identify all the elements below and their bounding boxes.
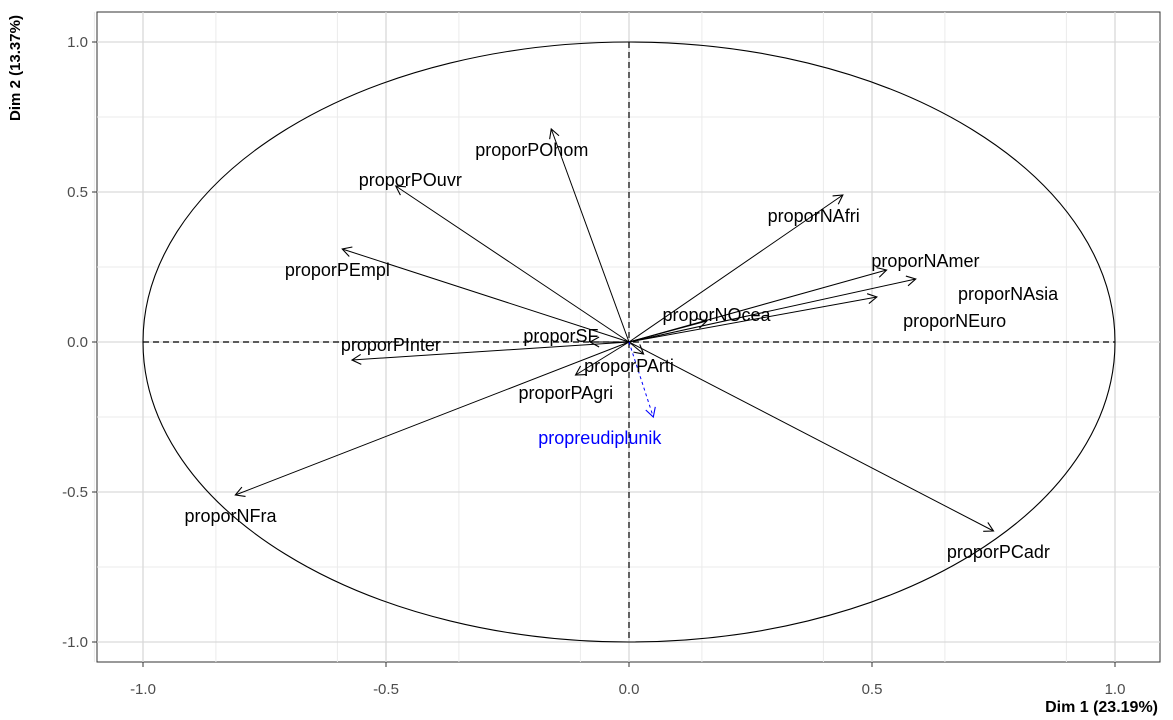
y-tick-label: 0.5 [67, 184, 88, 201]
arrow-proporPCadr [628, 341, 995, 532]
x-tick-label: 1.0 [1105, 681, 1126, 698]
label-proporNEuro: proporNEuro [903, 311, 1006, 331]
arrow-proporPAgri [574, 341, 630, 376]
x-tick-label: -0.5 [373, 681, 399, 698]
arrow-proporPInter [350, 341, 630, 365]
variable-arrows [234, 127, 995, 532]
x-tick-label: 0.0 [619, 681, 640, 698]
label-proporPCadr: proporPCadr [947, 542, 1050, 562]
arrow-proporPEmpl [341, 246, 630, 343]
arrow-proporNAmer [628, 267, 888, 343]
label-proporPEmpl: proporPEmpl [285, 260, 390, 280]
label-proporPArti: proporPArti [584, 356, 674, 376]
y-tick-label: -0.5 [62, 484, 88, 501]
x-tick-label: 0.5 [862, 681, 883, 698]
arrow-proporPOhom [549, 127, 630, 343]
y-axis-title: Dim 2 (13.37%) [7, 15, 24, 121]
arrow-proporNFra [234, 341, 630, 497]
axis-ticks: -1.0 -0.5 0.0 0.5 1.0 -1.0 -0.5 0.0 0.5 1.0 [62, 34, 1125, 698]
label-proporNOcea: proporNOcea [662, 305, 771, 325]
label-proporPAgri: proporPAgri [518, 383, 613, 403]
arrow-propreudiplunik [628, 341, 656, 419]
arrow-proporNAfri [628, 194, 844, 343]
label-proporNAfri: proporNAfri [768, 206, 860, 226]
arrow-proporPArti [628, 341, 645, 355]
label-proporSF: proporSF [523, 326, 598, 346]
y-tick-label: -1.0 [62, 634, 88, 651]
arrow-proporNAsia [628, 275, 917, 343]
arrow-proporNEuro [628, 293, 878, 343]
arrow-proporPOuvr [394, 185, 630, 343]
label-propreudiplunik: propreudiplunik [538, 428, 662, 448]
x-tick-label: -1.0 [130, 681, 156, 698]
label-proporPOhom: proporPOhom [475, 140, 588, 160]
label-proporPOuvr: proporPOuvr [359, 170, 462, 190]
y-tick-label: 1.0 [67, 34, 88, 51]
unit-circle [142, 41, 1116, 643]
label-proporNAsia: proporNAsia [958, 284, 1059, 304]
label-proporNFra: proporNFra [184, 506, 277, 526]
y-tick-label: 0.0 [67, 334, 88, 351]
label-proporNAmer: proporNAmer [871, 251, 979, 271]
variable-labels: proporPOhom proporPOuvr proporPEmpl proporP… [184, 140, 1059, 562]
x-axis-title: Dim 1 (23.19%) [1045, 699, 1158, 716]
correlation-circle [142, 41, 1116, 643]
label-proporPInter: proporPInter [341, 335, 441, 355]
